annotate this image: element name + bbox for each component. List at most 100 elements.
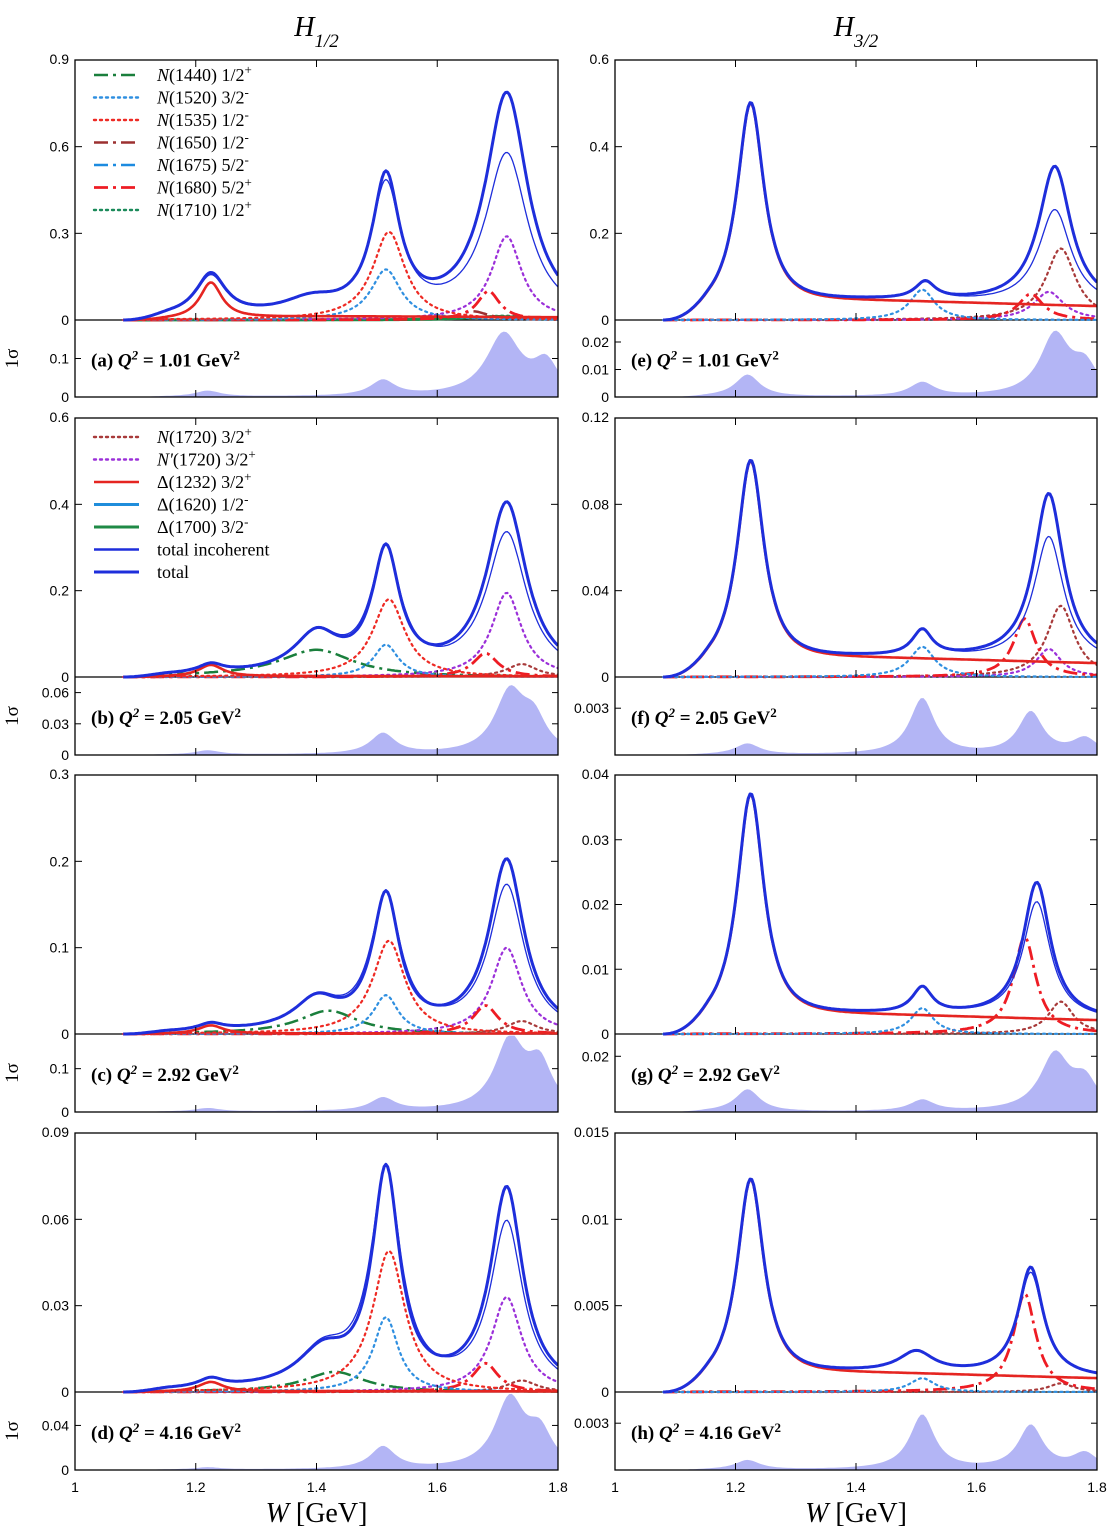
sigma-tick-label: 0.02 [582,1048,609,1064]
y-tick-label: 0.015 [574,1124,609,1140]
legend-label: Δ(1700) 3/2- [157,514,248,539]
y-tick-label: 0.005 [574,1298,609,1314]
panel-a: 0 0.3 0.6 0.9 0 0.1 1σ (a) Q2 = 1.01 GeV2 [2,51,559,405]
sigma-axis-label: 1σ [2,1063,23,1083]
x-axis-label: W [GeV] [805,1498,907,1529]
y-tick-label: 0.9 [50,51,70,67]
sigma-tick-label: 0.01 [582,362,609,378]
panel-frame [74,1132,559,1471]
panel-d: 0 0.03 0.06 0.09 0 0.04 1σ (d) Q2 = 4.16 GeV2 [2,1124,559,1478]
x-axis-label: W [GeV] [266,1498,368,1529]
y-tick-label: 0.3 [50,225,70,241]
y-tick-label: 0.02 [582,897,609,913]
curve-N1440 [123,648,558,679]
legend-label: Δ(1620) 1/2- [157,491,248,516]
y-tick-label: 0.01 [582,961,609,977]
panel-frame [614,417,1098,756]
panel-frame [74,59,559,398]
legend-label: N'(1720) 3/2+ [156,446,256,471]
curve-D1232 [663,102,1097,322]
panel-frame [614,59,1098,398]
y-tick-label: 0 [61,312,69,328]
y-tick-label: 0.06 [42,1211,69,1227]
sigma-tick-label: 0 [61,747,69,763]
sigma-tick-label: 0.03 [42,716,69,732]
x-tick-label: 1.6 [428,1479,448,1495]
panel-frame [614,1132,1098,1471]
curve-N1680 [123,289,558,322]
legend-label: N(1720) 3/2+ [156,424,252,449]
y-tick-label: 0 [61,1384,69,1400]
x-tick-label: 1.8 [548,1479,568,1495]
sigma-tick-label: 0.04 [42,1417,69,1433]
panel-label: (f) Q2 = 2.05 GeV2 [631,705,777,730]
y-tick-label: 0.6 [50,409,70,425]
sigma-band [123,331,559,397]
panel-label: (h) Q2 = 4.16 GeV2 [631,1420,781,1445]
y-tick-label: 0 [601,312,609,328]
x-tick-label: 1.4 [846,1479,866,1495]
y-tick-label: 0.12 [582,409,609,425]
y-tick-label: 0.2 [50,583,70,599]
sigma-band [663,330,1097,397]
curve-incoh [663,793,1097,1035]
legend-label: N(1675) 5/2- [156,152,249,177]
sigma-axis-label: 1σ [2,706,23,726]
sigma-tick-label: 0.1 [50,351,70,367]
sigma-band [123,685,559,755]
y-tick-label: 0.1 [50,940,70,956]
curve-total [123,857,558,1036]
y-tick-label: 0 [61,669,69,685]
legend-label: Δ(1232) 3/2+ [157,469,251,494]
curve-D1232 [663,1178,1097,1394]
panel-h: 0 0.005 0.01 0.015 0.003 (h) Q2 = 4.16 GeV2 [574,1124,1098,1471]
panel-label: (a) Q2 = 1.01 GeV2 [91,347,240,372]
y-tick-label: 0.4 [590,139,610,155]
y-tick-label: 0.2 [590,225,610,241]
sigma-tick-label: 0.1 [50,1061,70,1077]
sigma-tick-label: 0 [61,1104,69,1120]
x-tick-label: 1.4 [307,1479,327,1495]
curve-D1232 [123,281,558,322]
curve-N1720 [662,247,1097,322]
y-tick-label: 0 [601,669,609,685]
x-tick-label: 1.8 [1087,1479,1107,1495]
curve-N1680 [663,935,1097,1036]
panel-label: (e) Q2 = 1.01 GeV2 [631,347,779,372]
sigma-tick-label: 0.003 [574,1415,609,1431]
legend-label: total [157,562,189,582]
y-tick-label: 0.08 [582,496,609,512]
curve-incoh [663,1178,1097,1393]
sigma-band [663,698,1097,755]
column-title: H1/2 [293,12,339,52]
curve-N1440 [123,1009,558,1036]
curve-N1720 [662,604,1097,679]
panel-frame [74,417,559,756]
curve-N1535 [122,598,558,679]
panel-g: 0 0.01 0.02 0.03 0.04 0.02 (g) Q2 = 2.92 GeV2 [582,766,1098,1113]
curve-total [123,1162,558,1394]
y-tick-label: 0.01 [582,1211,609,1227]
legend-label: N(1680) 5/2+ [156,174,252,199]
x-tick-label: 1.2 [726,1479,746,1495]
curve-total [663,459,1097,679]
y-tick-label: 0.03 [42,1298,69,1314]
panel-c: 0 0.1 0.2 0.3 0 0.1 1σ (c) Q2 = 2.92 GeV2 [2,766,559,1120]
sigma-tick-label: 0 [61,389,69,405]
column-title: H3/2 [833,12,879,52]
y-tick-label: 0 [601,1026,609,1042]
y-tick-label: 0.6 [50,139,70,155]
sigma-tick-label: 0.06 [42,685,69,701]
y-tick-label: 0 [601,1384,609,1400]
curve-N1440 [123,1370,558,1394]
sigma-axis-label: 1σ [2,349,23,369]
panel-label: (c) Q2 = 2.92 GeV2 [91,1062,239,1087]
sigma-tick-label: 0.02 [582,334,609,350]
sigma-tick-label: 0.003 [574,700,609,716]
x-tick-label: 1 [71,1479,79,1495]
curve-Np1720 [122,1296,558,1394]
curve-N1680 [663,617,1097,679]
legend: N(1720) 3/2+N'(1720) 3/2+Δ(1232) 3/2+Δ(1… [92,424,269,582]
y-tick-label: 0.04 [582,583,609,599]
sigma-band [123,1393,559,1470]
